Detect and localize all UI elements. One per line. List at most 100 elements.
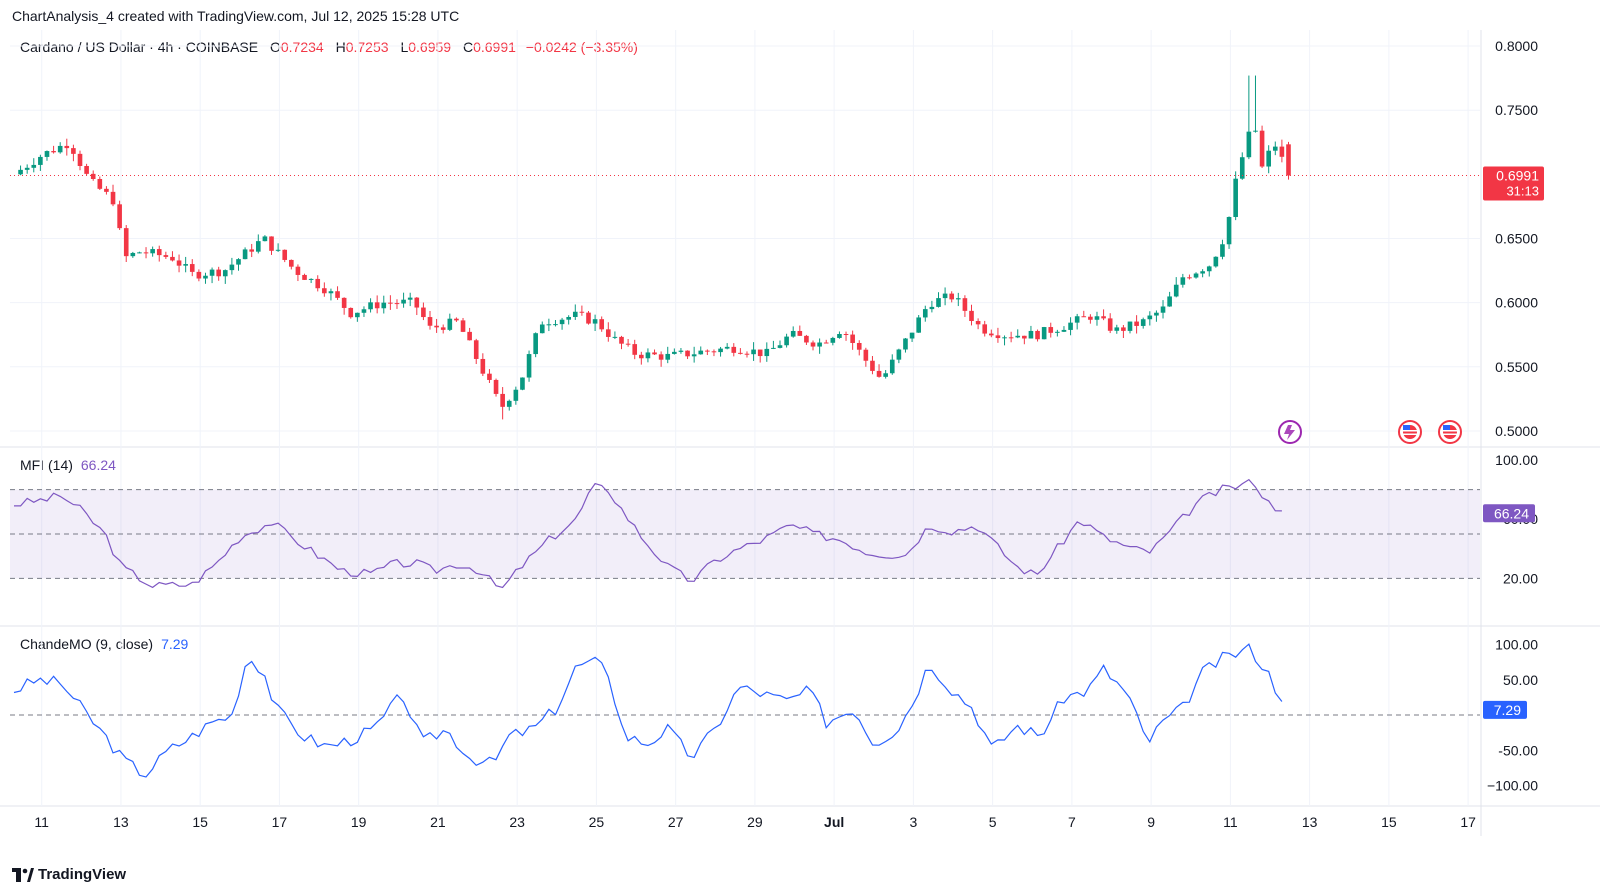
candle-body	[1286, 144, 1291, 176]
candle-body	[1272, 146, 1278, 151]
x-tick-label: 11	[1223, 814, 1238, 830]
mfi-value-badge	[1483, 504, 1535, 523]
candle-body	[559, 319, 565, 325]
candle-body	[1167, 296, 1172, 307]
candle-body	[592, 319, 598, 324]
candle-body	[143, 252, 149, 254]
candle-body	[1246, 131, 1252, 158]
mfi-value: 66.24	[80, 457, 116, 473]
candle-body	[1187, 277, 1192, 279]
candle-body	[823, 342, 829, 344]
candle-body	[467, 331, 472, 341]
candle-body	[949, 293, 955, 300]
candle-body	[38, 156, 43, 165]
candle-body	[513, 389, 519, 401]
candle-body	[289, 259, 294, 267]
lightning-event-icon[interactable]	[1278, 420, 1302, 444]
candle-body	[771, 347, 776, 349]
candle-body	[183, 264, 188, 266]
candle-body	[863, 349, 869, 361]
candle-body	[117, 204, 122, 229]
candle-body	[123, 228, 129, 257]
cmo-value: 7.29	[161, 636, 189, 652]
mfi-badge-label: 66.24	[1494, 505, 1529, 521]
candle-body	[705, 350, 710, 352]
candle-body	[658, 354, 664, 360]
candle-body	[579, 311, 585, 313]
x-tick-label: 5	[989, 814, 997, 830]
candle-body	[896, 349, 902, 360]
cmo-line	[13, 643, 1283, 778]
candle-body	[619, 336, 624, 344]
price-tick-label: 0.6500	[1495, 231, 1538, 247]
candle-body	[1173, 284, 1179, 297]
candle-body	[104, 188, 109, 192]
candle-body	[1094, 316, 1100, 320]
candle-body	[308, 278, 314, 280]
high-value: 0.7253	[345, 39, 389, 55]
candle-body	[850, 334, 855, 343]
change-value: −0.0242 (−3.35%)	[525, 39, 638, 55]
candle-body	[1147, 315, 1153, 320]
candle-body	[1226, 217, 1232, 245]
x-tick-label: 15	[192, 814, 208, 830]
cmo-tick-label: -50.00	[1498, 742, 1538, 758]
x-tick-label: 13	[113, 814, 129, 830]
candle-body	[434, 325, 439, 328]
candle-body	[1154, 312, 1159, 316]
candle-body	[381, 302, 387, 309]
x-tick-label: Jul	[824, 814, 844, 830]
candle-body	[612, 336, 618, 338]
candle-body	[738, 352, 743, 354]
candle-body	[1193, 273, 1199, 278]
candle-body	[1068, 322, 1073, 330]
candle-body	[1213, 256, 1219, 267]
candle-body	[731, 346, 737, 353]
candle-body	[209, 269, 215, 276]
candle-body	[652, 352, 657, 355]
mfi-tick-label: 100.00	[1495, 452, 1538, 468]
candle-body	[698, 350, 704, 355]
candle-body	[156, 249, 162, 256]
candle-body	[962, 298, 968, 311]
candle-body	[295, 266, 301, 275]
mfi-line	[14, 478, 1282, 589]
candle-body	[84, 165, 89, 174]
price-tick-label: 0.5000	[1495, 423, 1538, 439]
candle-body	[1206, 266, 1212, 272]
candle-body	[1114, 327, 1120, 331]
candle-body	[922, 309, 928, 318]
candle-body	[189, 264, 195, 272]
candle-body	[553, 324, 558, 326]
candle-body	[1028, 330, 1034, 339]
x-tick-label: 27	[668, 814, 684, 830]
candle-body	[262, 236, 268, 242]
tradingview-logo[interactable]: TradingView	[12, 866, 126, 883]
candle-body	[533, 333, 538, 355]
price-tick-label: 0.8000	[1495, 38, 1538, 54]
candle-body	[942, 293, 948, 299]
candle-body	[493, 379, 499, 394]
candle-body	[639, 354, 644, 359]
candle-body	[203, 275, 208, 279]
cmo-legend: ChandeMO (9, close) 7.29	[20, 636, 188, 652]
candle-body	[388, 302, 393, 304]
candle-body	[335, 291, 340, 298]
candle-body	[1081, 316, 1087, 318]
candle-body	[969, 310, 974, 322]
candle-body	[302, 274, 307, 280]
open-key: O	[269, 39, 281, 55]
candle-body	[903, 338, 908, 350]
candle-body	[1041, 327, 1047, 340]
us-flag-event-icon[interactable]	[1438, 420, 1462, 444]
us-flag-event-icon[interactable]	[1398, 420, 1422, 444]
candle-body	[599, 319, 605, 330]
candle-body	[1055, 331, 1060, 333]
candle-body	[1088, 316, 1093, 320]
close-value: 0.6991	[473, 39, 516, 55]
candle-body	[473, 340, 479, 359]
candle-body	[672, 351, 677, 354]
candle-body	[51, 151, 56, 153]
candle-body	[572, 311, 578, 317]
